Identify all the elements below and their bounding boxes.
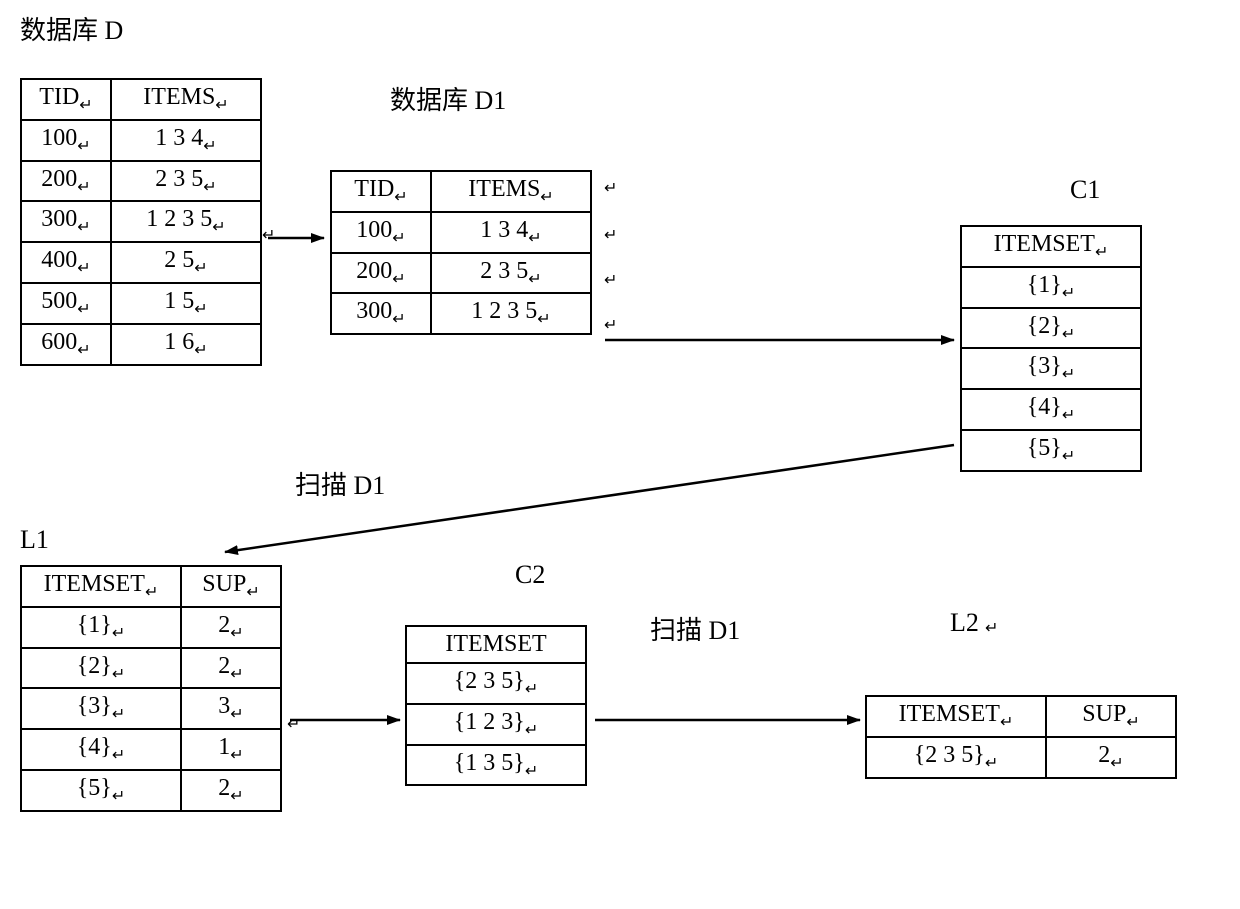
col-header: TID	[39, 84, 79, 110]
label-scan2: 扫描 D1	[650, 610, 740, 647]
return-mark-icon: ↵	[287, 714, 300, 734]
col-header: ITEMSET	[445, 631, 546, 657]
label-scan1: 扫描 D1	[295, 465, 385, 502]
label-l2: L2	[950, 608, 979, 638]
col-header: SUP	[202, 571, 246, 597]
label-c2: C2	[515, 560, 545, 590]
table-row: 400↵2 5↵	[21, 242, 261, 283]
table-l2: ITEMSET↵ SUP↵ {2 3 5}↵2↵	[865, 695, 1177, 779]
table-row: {5}↵2↵	[21, 770, 281, 811]
return-mark-icon: ↵	[604, 270, 617, 290]
diagram-canvas: 数据库 D 数据库 D1 C1 扫描 D1 L1 C2 扫描 D1 L2 ↵ T…	[0, 0, 1240, 909]
table-row: {4}↵1↵	[21, 729, 281, 770]
table-row: {1 2 3}↵	[406, 704, 586, 745]
table-row: ITEMSET↵ SUP↵	[866, 696, 1176, 737]
table-row: 600↵1 6↵	[21, 324, 261, 365]
col-header: SUP	[1082, 701, 1126, 727]
table-row: {1}↵2↵	[21, 607, 281, 648]
table-row: ITEMSET↵	[961, 226, 1141, 267]
col-header: TID	[354, 176, 394, 202]
table-row: ITEMSET	[406, 626, 586, 663]
label-c1: C1	[1070, 175, 1100, 205]
col-header: ITEMS	[143, 84, 215, 110]
table-row: ITEMSET↵ SUP↵	[21, 566, 281, 607]
table-row: TID↵ ITEMS↵	[331, 171, 591, 212]
label-l1: L1	[20, 525, 49, 555]
col-header: ITEMSET	[994, 231, 1095, 257]
table-row: 500↵1 5↵	[21, 283, 261, 324]
table-row: {4}↵	[961, 389, 1141, 430]
table-d: TID↵ ITEMS↵ 100↵1 3 4↵ 200↵2 3 5↵ 300↵1 …	[20, 78, 262, 366]
table-row: 100↵1 3 4↵	[331, 212, 591, 253]
return-mark-icon: ↵	[604, 315, 617, 335]
table-row: 200↵2 3 5↵	[331, 253, 591, 294]
label-db-d1: 数据库 D1	[390, 80, 506, 117]
table-row: 100↵1 3 4↵	[21, 120, 261, 161]
table-row: {3}↵	[961, 348, 1141, 389]
table-c2: ITEMSET {2 3 5}↵ {1 2 3}↵ {1 3 5}↵	[405, 625, 587, 786]
table-row: {2 3 5}↵2↵	[866, 737, 1176, 778]
table-row: {2}↵	[961, 308, 1141, 349]
return-mark-icon: ↵	[262, 225, 275, 245]
label-db-d: 数据库 D	[20, 10, 123, 47]
col-header: ITEMS	[468, 176, 540, 202]
return-mark-icon: ↵	[604, 225, 617, 245]
col-header: ITEMSET	[44, 571, 145, 597]
table-row: 200↵2 3 5↵	[21, 161, 261, 202]
label-l2-mark: ↵	[985, 618, 998, 638]
table-row: TID↵ ITEMS↵	[21, 79, 261, 120]
table-row: {5}↵	[961, 430, 1141, 471]
col-header: ITEMSET	[899, 701, 1000, 727]
table-c1: ITEMSET↵ {1}↵ {2}↵ {3}↵ {4}↵ {5}↵	[960, 225, 1142, 472]
table-d1: TID↵ ITEMS↵ 100↵1 3 4↵ 200↵2 3 5↵ 300↵1 …	[330, 170, 592, 335]
table-row: 300↵1 2 3 5↵	[331, 293, 591, 334]
return-mark-icon: ↵	[604, 178, 617, 198]
table-l1: ITEMSET↵ SUP↵ {1}↵2↵ {2}↵2↵ {3}↵3↵ {4}↵1…	[20, 565, 282, 812]
table-row: {1 3 5}↵	[406, 745, 586, 786]
table-row: {2}↵2↵	[21, 648, 281, 689]
table-row: {3}↵3↵	[21, 688, 281, 729]
table-row: 300↵1 2 3 5↵	[21, 201, 261, 242]
table-row: {1}↵	[961, 267, 1141, 308]
table-row: {2 3 5}↵	[406, 663, 586, 704]
